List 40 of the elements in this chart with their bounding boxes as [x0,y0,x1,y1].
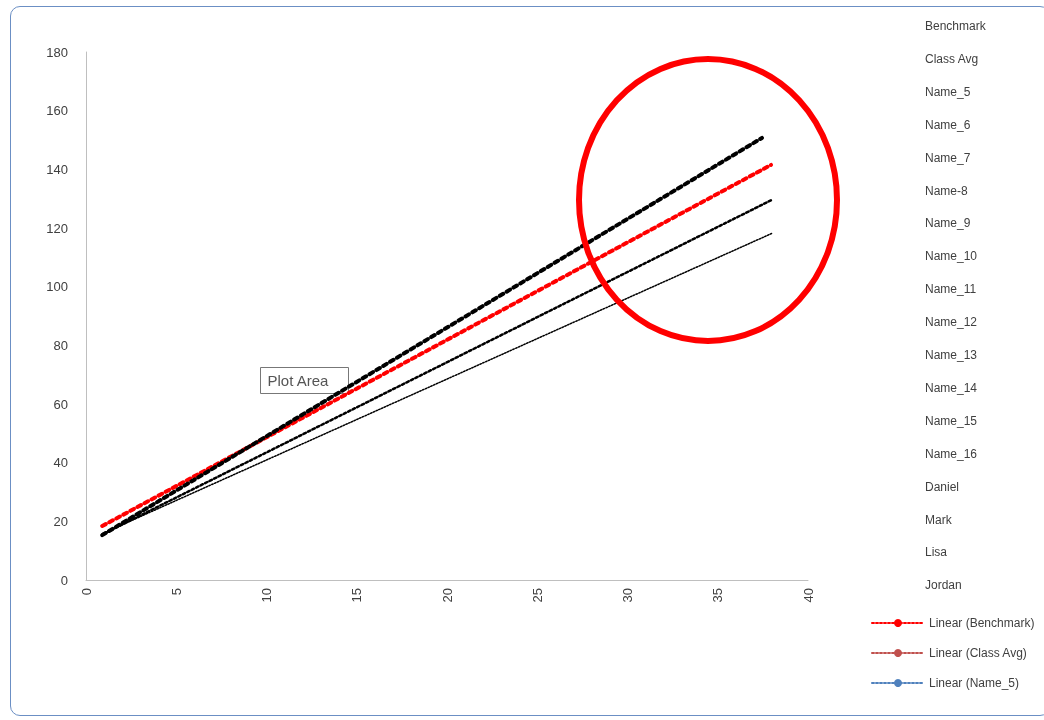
text: Lisa [925,545,948,560]
x-tick-label: 15 [349,588,365,603]
y-tick-label: 60 [53,396,68,412]
text: Name_15 [925,413,978,428]
text: Name_14 [925,380,978,395]
x-tick-label: 35 [710,588,726,603]
text: Benchmark [925,19,987,33]
y-tick-label: 40 [53,455,68,471]
text: Name_6 [925,117,971,132]
legend-label: Linear (Benchmark) [929,616,1035,630]
x-tick-label: 30 [620,588,635,603]
text: Name-8 [925,183,969,198]
legend-label: Linear (Name_5) [929,676,1020,690]
y-tick-label: 20 [53,513,68,529]
text: Class Avg [925,51,979,66]
text: Name_5 [925,84,971,99]
y-tick-label: 80 [53,337,68,353]
y-tick-label: 120 [46,220,68,236]
text: Name_10 [925,249,978,264]
annotation: Plot Area [267,371,330,389]
y-tick-label: 100 [46,279,68,295]
y-tick-label: 180 [46,44,68,60]
text: Mark [925,512,953,527]
text: Name_7 [925,150,971,165]
x-tick-label: 10 [259,588,274,603]
text: Name_12 [925,315,978,330]
text: Name_13 [925,348,978,362]
x-tick-label: 25 [529,588,545,603]
legend-label: Linear (Class Avg) [929,646,1027,660]
y-tick-label: 140 [46,161,68,177]
x-tick-label: 0 [78,588,94,596]
x-tick-label: 5 [168,588,184,596]
text: Name_11 [925,282,977,297]
text: Daniel [925,479,960,494]
text: Name_9 [925,216,971,231]
y-tick-label: 160 [46,103,68,119]
text: Jordan [925,578,962,593]
text: Name_16 [925,446,978,461]
x-tick-label: 20 [439,588,455,603]
x-tick-label: 40 [800,588,816,603]
